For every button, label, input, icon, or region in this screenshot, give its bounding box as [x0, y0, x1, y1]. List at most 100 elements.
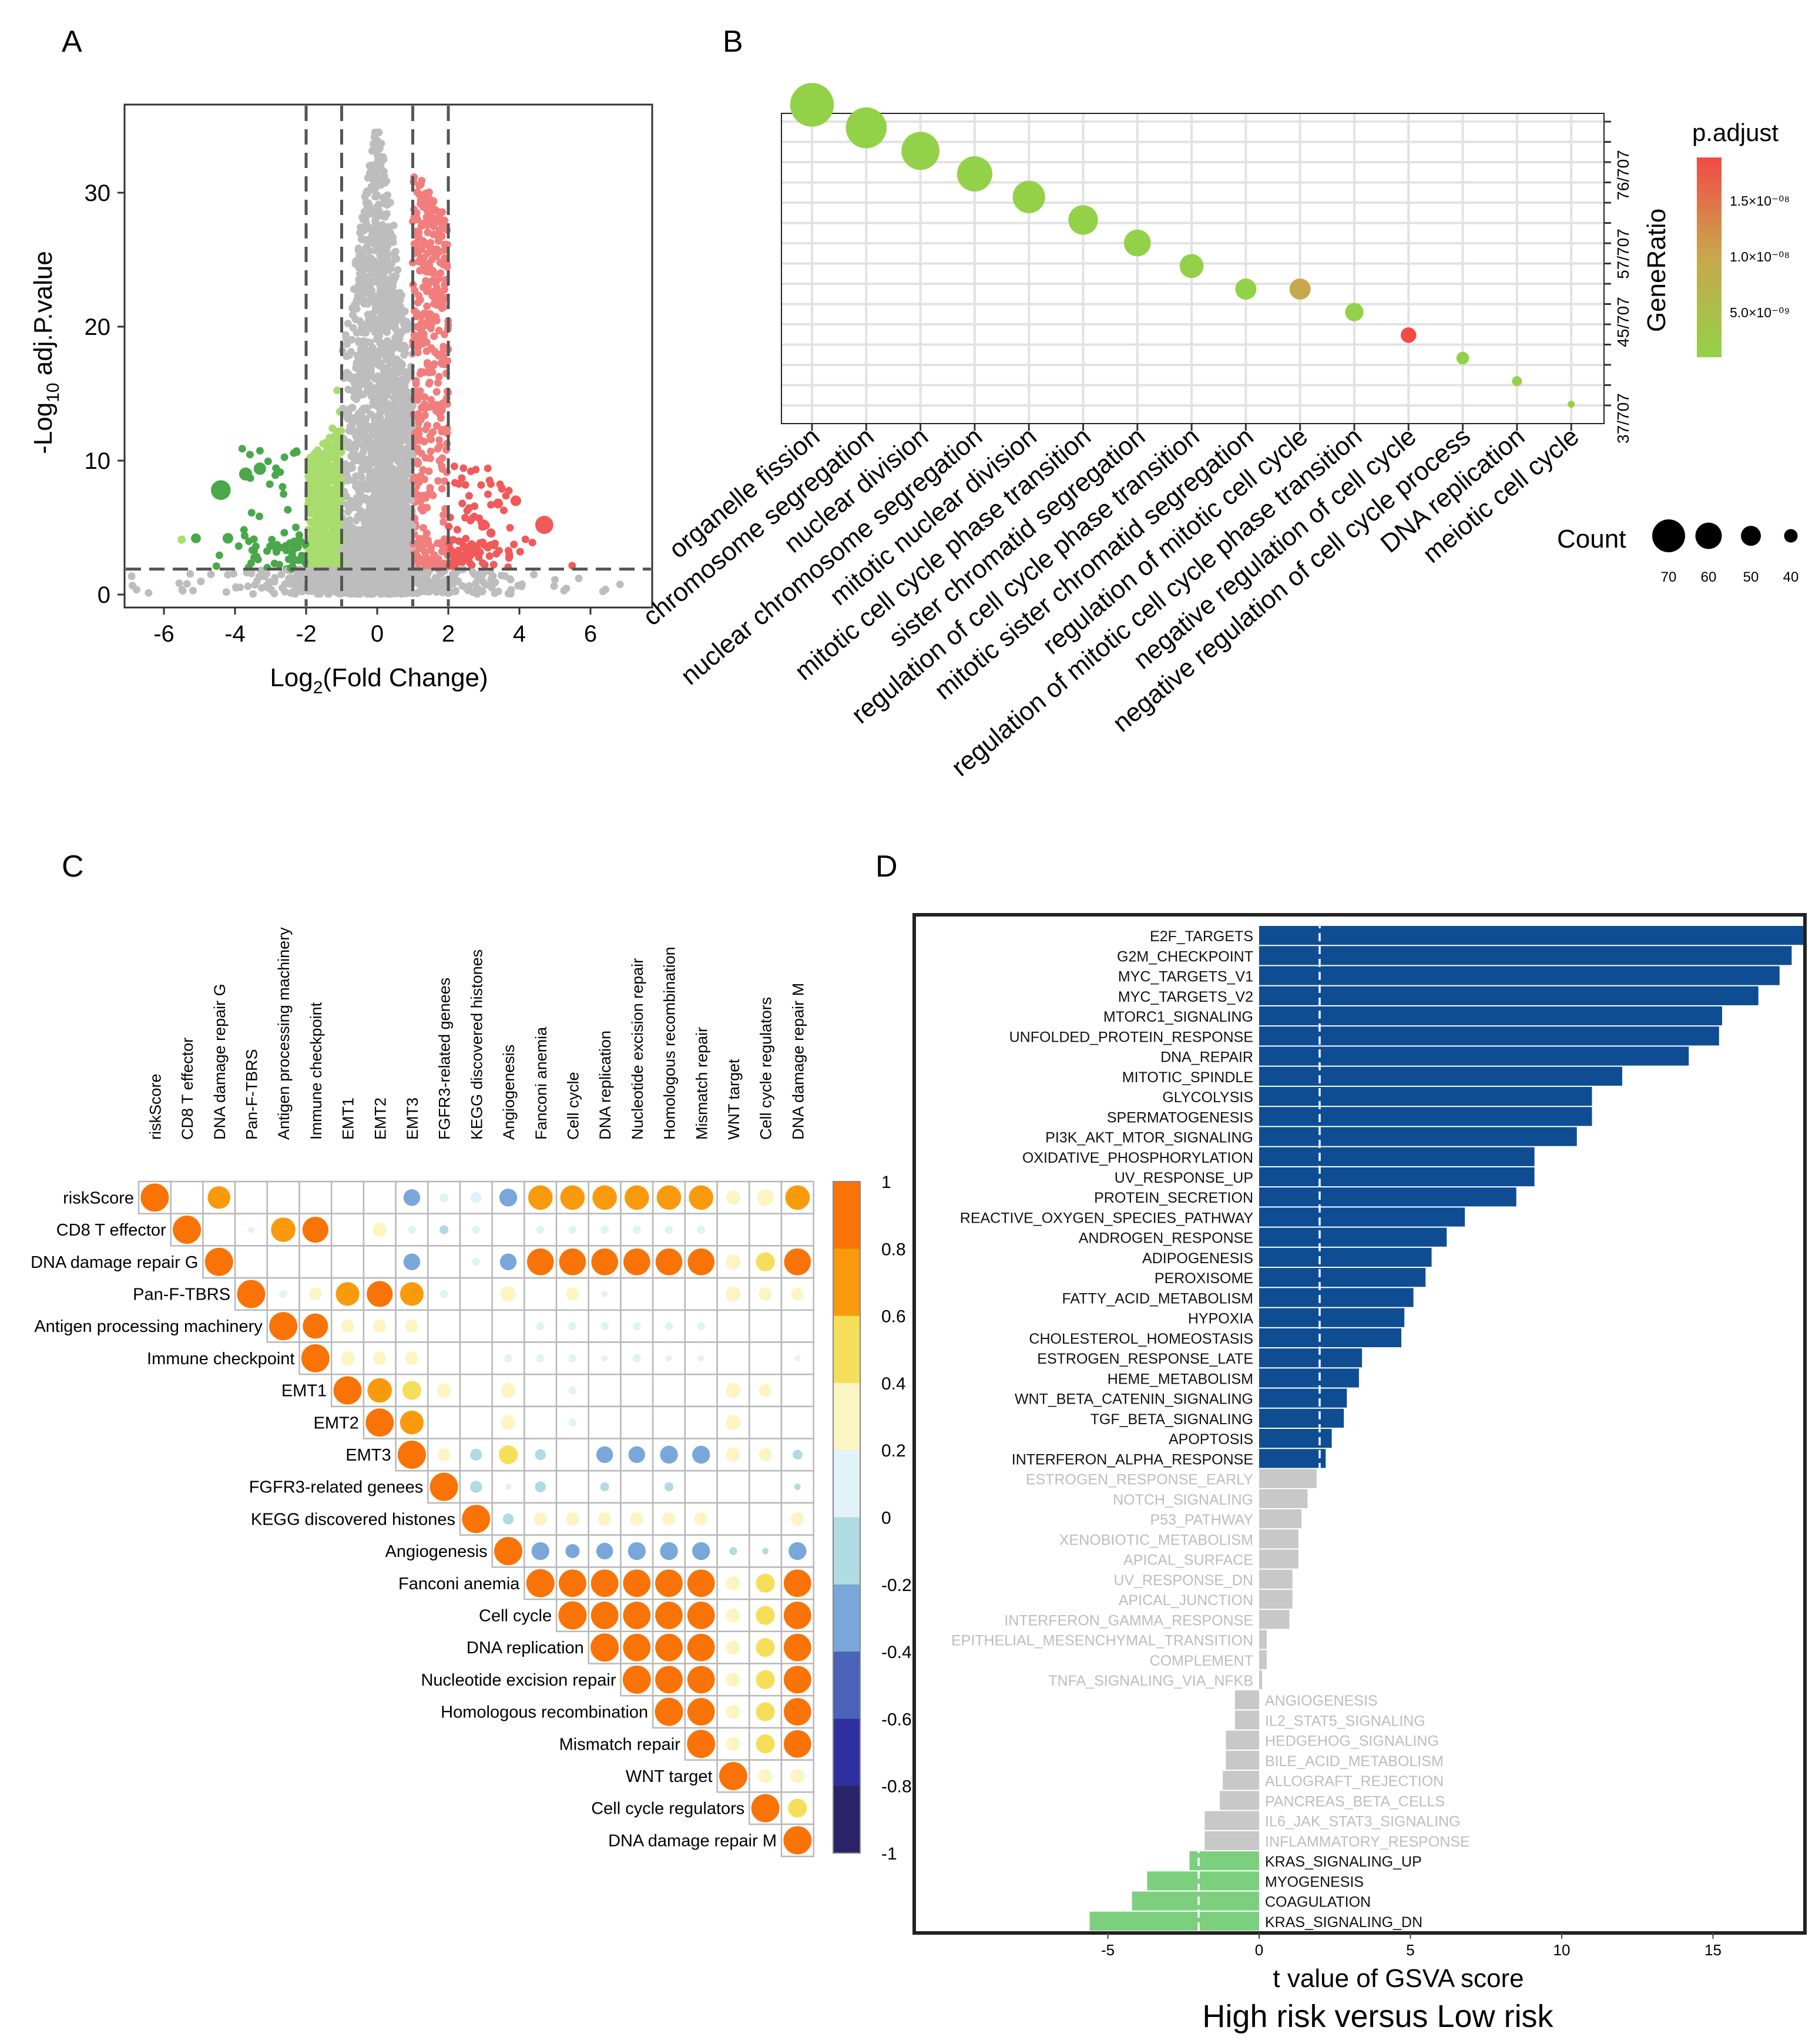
correlation-circle [397, 1440, 426, 1469]
correlation-column-label: WNT target [725, 1059, 743, 1140]
volcano-point [387, 355, 394, 363]
correlation-circle [783, 1698, 811, 1726]
correlation-circle [237, 1280, 266, 1308]
volcano-point [371, 174, 379, 183]
volcano-point [277, 570, 286, 579]
go-legend-count-dot [1741, 526, 1761, 546]
volcano-point [278, 483, 287, 491]
volcano-point [353, 351, 361, 360]
volcano-point [329, 529, 337, 538]
volcano-point [352, 432, 360, 440]
correlation-circle [559, 1569, 586, 1597]
gsva-bar [1259, 1127, 1577, 1146]
gsva-pathway-label: XENOBIOTIC_METABOLISM [1059, 1532, 1253, 1548]
correlation-cell [749, 1502, 783, 1536]
correlation-row-label: Cell cycle [479, 1606, 552, 1625]
go-dot [1456, 351, 1469, 365]
gsva-pathway-label: MTORC1_SIGNALING [1103, 1009, 1253, 1025]
correlation-cell [363, 1180, 397, 1214]
volcano-point [329, 454, 337, 462]
volcano-point [381, 487, 389, 495]
volcano-point [418, 319, 425, 327]
gsva-bar [1259, 1589, 1293, 1609]
correlation-circle [365, 1408, 394, 1437]
correlation-circle [687, 1633, 715, 1662]
gsva-pathway-label: APICAL_SURFACE [1123, 1552, 1253, 1569]
volcano-point [372, 453, 380, 461]
volcano-point [411, 569, 420, 577]
volcano-highlight-point [253, 462, 266, 475]
correlation-cell [749, 1405, 783, 1439]
volcano-point [391, 506, 399, 514]
go-y-tick-label: 57/707 [1614, 229, 1632, 279]
volcano-point [423, 302, 431, 310]
correlation-circle [335, 1282, 360, 1306]
correlation-row-label: DNA damage repair M [608, 1831, 777, 1850]
gsva-bar [1259, 1630, 1267, 1649]
correlation-circle [373, 1351, 387, 1365]
gsva-pathway-label: INTERFERON_GAMMA_RESPONSE [1004, 1612, 1253, 1629]
gsva-pathway-label: INFLAMMATORY_RESPONSE [1265, 1834, 1470, 1850]
volcano-point [416, 580, 424, 588]
volcano-x-tick-label: -6 [153, 621, 175, 647]
volcano-point [397, 414, 404, 422]
correlation-circle [526, 1569, 555, 1597]
correlation-circle [783, 1602, 811, 1629]
go-legend-count-label: 60 [1701, 569, 1717, 585]
volcano-point [240, 532, 249, 540]
correlation-cell [234, 1245, 269, 1279]
volcano-point [344, 320, 352, 328]
volcano-point [420, 492, 428, 499]
gsva-bar [1259, 1147, 1535, 1166]
volcano-point [417, 237, 425, 245]
colorbar-tick-label: 0.2 [881, 1441, 906, 1461]
correlation-circle [729, 1547, 737, 1555]
volcano-point [397, 535, 405, 543]
gsva-pathway-label: CHOLESTEROL_HOMEOSTASIS [1029, 1331, 1253, 1347]
correlation-column-label: KEGG discovered histones [468, 949, 485, 1140]
volcano-point [495, 546, 503, 555]
volcano-point [405, 388, 413, 397]
volcano-point [440, 586, 448, 593]
volcano-point [488, 583, 496, 592]
volcano-point [412, 380, 420, 388]
correlation-circle [591, 1248, 618, 1276]
correlation-circle [373, 1319, 387, 1333]
correlation-circle [783, 1666, 811, 1694]
correlation-circle [590, 1602, 619, 1629]
volcano-point [360, 340, 368, 348]
volcano-point [450, 462, 458, 471]
volcano-point [430, 551, 438, 559]
volcano-point [411, 286, 419, 294]
correlation-circle [598, 1512, 612, 1526]
correlation-circle [566, 1512, 579, 1526]
correlation-circle [403, 1189, 421, 1206]
gsva-pathway-label: ANGIOGENESIS [1265, 1693, 1378, 1709]
volcano-highlight-point [493, 498, 504, 509]
volcano-point [244, 582, 252, 590]
volcano-point [280, 453, 288, 461]
volcano-point [429, 230, 437, 239]
volcano-point [438, 208, 447, 216]
correlation-circle [726, 1704, 740, 1719]
volcano-point [434, 237, 442, 245]
volcano-point [380, 320, 388, 328]
gsva-barchart: E2F_TARGETS G2M_CHECKPOINT MYC_TARGETS_V1 M… [912, 913, 1807, 2034]
gsva-pathway-label: G2M_CHECKPOINT [1117, 948, 1253, 965]
correlation-cell [555, 1438, 590, 1472]
correlation-row-label: CD8 T effector [56, 1221, 166, 1240]
correlation-column-label: Pan-F-TBRS [243, 1049, 260, 1140]
volcano-point [357, 550, 365, 558]
go-dot [1512, 376, 1522, 387]
volcano-point [428, 277, 437, 284]
go-legend-padjust-title: p.adjust [1692, 119, 1779, 146]
volcano-point [383, 509, 391, 517]
gsva-pathway-label: E2F_TARGETS [1150, 928, 1253, 945]
volcano-point [306, 470, 314, 478]
gsva-bar [1259, 1006, 1722, 1026]
volcano-point [436, 410, 444, 418]
volcano-point [371, 552, 379, 560]
go-legend-count-label: 70 [1661, 569, 1677, 585]
correlation-circle [794, 1484, 801, 1491]
correlation-circle [439, 1225, 449, 1234]
